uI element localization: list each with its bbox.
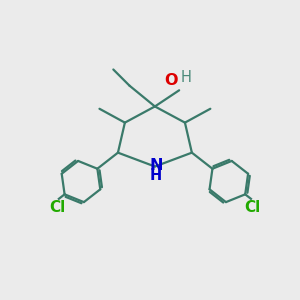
Text: Cl: Cl <box>244 200 261 215</box>
Text: H: H <box>180 70 191 85</box>
Text: O: O <box>164 73 178 88</box>
Text: H: H <box>150 168 162 183</box>
Text: Cl: Cl <box>49 200 65 215</box>
Text: N: N <box>149 158 163 173</box>
